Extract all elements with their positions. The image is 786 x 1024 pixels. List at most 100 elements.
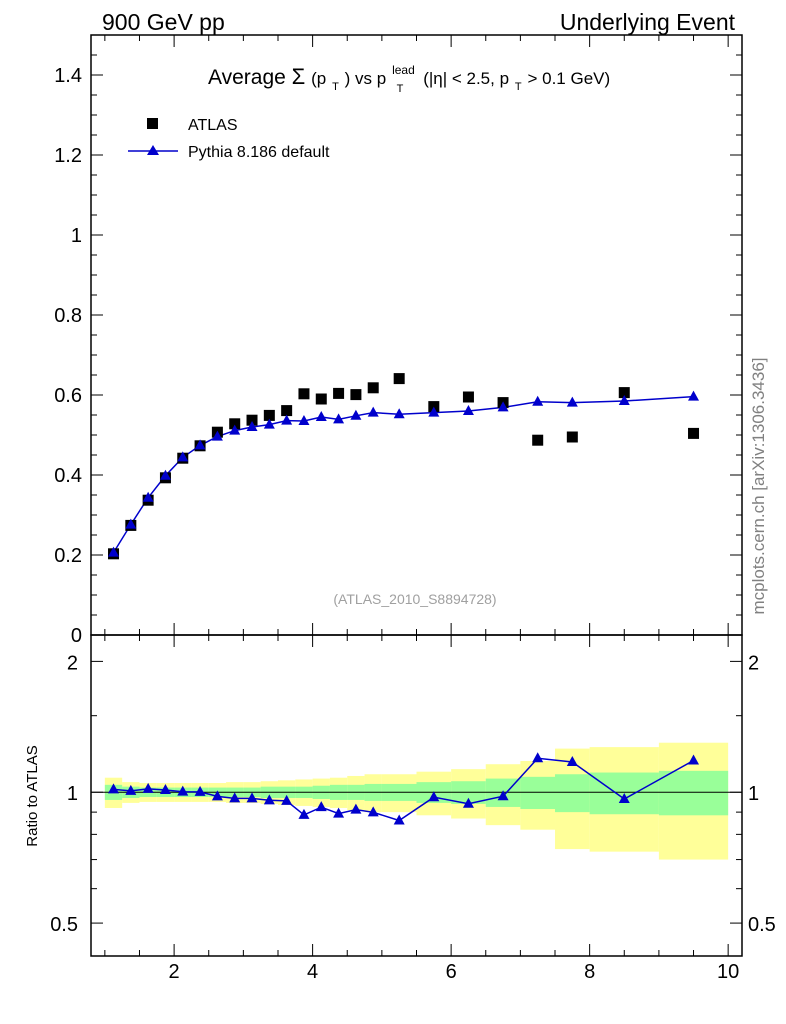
atlas-point [566, 431, 578, 443]
pythia-point [566, 396, 578, 407]
ratio-pythia-point [462, 797, 474, 808]
ratio-pythia-point [497, 790, 509, 801]
ratio-pythia-point [281, 794, 293, 805]
ratio-pythia-point [194, 785, 206, 796]
atlas-point [462, 391, 474, 403]
ratio-pythia-point [393, 814, 405, 825]
header-right: Underlying Event [560, 9, 736, 35]
x-tick-label: 2 [169, 961, 180, 983]
ratio-pythia-point [229, 792, 241, 803]
chart-title: Average Σ (p T ) vs p lead T (|η| < 2.5,… [208, 56, 610, 97]
pythia-point [333, 413, 345, 424]
side-label: mcplots.cern.ch [arXiv:1306.3436] [749, 357, 768, 614]
main-panel: 0 0.2 0.4 0.6 0.8 1 1.2 1.4 (ATLAS_2010_S889472… [54, 34, 743, 647]
ratio-pythia-point [159, 783, 171, 794]
main-y-tick-label: 0.8 [54, 305, 82, 327]
pythia-point [263, 418, 275, 429]
ratio-pythia-point [108, 783, 120, 794]
ratio-pythia-point [211, 790, 223, 801]
ratio-pythia-point [428, 791, 440, 802]
ratio-series-layer [108, 752, 700, 825]
pythia-point [229, 424, 241, 435]
pythia-point [618, 395, 630, 405]
main-y-tick-label: 0.4 [54, 465, 82, 487]
ratio-pythia-point [177, 785, 189, 796]
pythia-point [428, 406, 440, 417]
ratio-y-tick-label: 2 [67, 652, 78, 674]
ratio-band-inner [555, 774, 590, 813]
x-tick-labels: 2 4 6 8 10 [169, 961, 740, 983]
ratio-pythia-point [246, 792, 258, 803]
pythia-point [281, 414, 293, 425]
legend: ATLAS Pythia 8.186 default [128, 117, 330, 161]
ratio-pythia-point [618, 792, 630, 803]
atlas-point [229, 418, 241, 430]
ratio-pythia-point [367, 806, 379, 817]
atlas-point [298, 388, 310, 400]
title-close: ) vs p [345, 69, 387, 88]
pythia-point [462, 405, 474, 415]
ratio-band-inner [658, 770, 729, 816]
main-series-layer [108, 373, 700, 560]
atlas-point [367, 382, 379, 394]
pythia-point [194, 439, 206, 450]
x-tick-label: 8 [584, 961, 595, 983]
x-tick-label: 4 [307, 961, 318, 983]
legend-label-atlas: ATLAS [188, 117, 238, 134]
ratio-panel: 0.5 0.5 1 1 2 2 2 4 6 8 10 Ratio to ATLAS [24, 634, 776, 983]
ratio-pythia-point [688, 754, 700, 765]
title-sub-t3: T [515, 81, 522, 93]
title-sigma: Σ [292, 64, 306, 89]
ratio-pythia-point [315, 801, 327, 812]
pythia-point [497, 401, 509, 412]
pythia-point [211, 430, 223, 441]
ratio-y-tick-label: 1 [67, 783, 78, 805]
ratio-pythia-point [333, 807, 345, 818]
ratio-y-tick-label: 0.5 [50, 914, 78, 936]
ratio-y-tick-labels: 0.5 0.5 1 1 2 2 [50, 652, 776, 936]
ratio-pythia-point [263, 794, 275, 805]
ratio-pythia-point [566, 755, 578, 766]
header-left: 900 GeV pp [102, 9, 225, 35]
title-prefix: Average [208, 66, 292, 89]
main-y-tick-label: 0.6 [54, 385, 82, 407]
x-tick-label: 6 [446, 961, 457, 983]
ratio-axis-ticks [91, 635, 742, 956]
ratio-pythia-point [350, 803, 362, 814]
title-cond1: (|η| < 2.5, p [423, 69, 509, 88]
pythia-point [298, 415, 310, 425]
title-open: (p [311, 69, 326, 88]
ratio-y-tick-label-right: 1 [748, 783, 759, 805]
pythia-point [108, 546, 120, 557]
atlas-point [618, 387, 630, 399]
legend-marker-pythia [147, 145, 159, 155]
pythia-point [393, 408, 405, 419]
ratio-y-tick-label-right: 2 [748, 652, 759, 674]
atlas-point [393, 373, 405, 385]
ratio-bands-layer [104, 742, 729, 860]
ratio-y-axis-label: Ratio to ATLAS [24, 745, 41, 846]
atlas-point [350, 389, 362, 401]
ratio-band-inner [520, 776, 556, 810]
pythia-point [246, 421, 258, 431]
pythia-point [350, 409, 362, 420]
pythia-point [177, 451, 189, 462]
pythia-line [112, 395, 694, 553]
main-y-tick-labels: 0 0.2 0.4 0.6 0.8 1 1.2 1.4 [54, 65, 82, 647]
legend-marker-atlas [147, 118, 158, 129]
main-y-tick-label: 1.2 [54, 145, 82, 167]
title-sub-t: T [332, 81, 339, 93]
ratio-pythia-point [142, 782, 154, 793]
ratio-pythia-point [298, 808, 310, 819]
x-tick-label: 10 [717, 961, 739, 983]
title-cond2: > 0.1 GeV) [527, 69, 610, 88]
chart-watermark: (ATLAS_2010_S8894728) [333, 591, 496, 607]
pythia-point [367, 406, 379, 417]
ratio-y-tick-label-right: 0.5 [748, 914, 776, 936]
main-axis-ticks [91, 34, 742, 636]
pythia-point [532, 395, 544, 406]
atlas-point [281, 405, 293, 417]
atlas-point [688, 427, 700, 439]
legend-label-pythia: Pythia 8.186 default [188, 144, 330, 161]
